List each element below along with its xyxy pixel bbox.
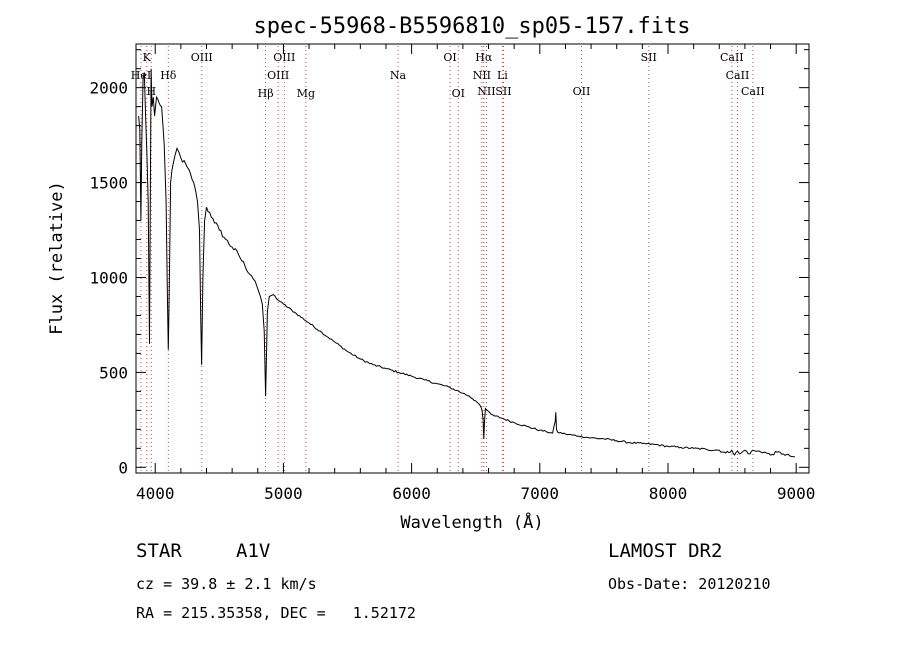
axis-ticks: 4000 5000 6000 7000 8000 9000 0 500 1000 1500 2000: [89, 44, 815, 503]
survey-name: LAMOST DR2: [608, 540, 723, 562]
line-label-hβ: Hβ: [258, 87, 274, 100]
line-label-nii: NII: [477, 85, 495, 98]
redshift-velocity: cz = 39.8 ± 2.1 km/s: [136, 575, 317, 593]
y-tick-label: 2000: [89, 79, 128, 98]
x-axis-label: Wavelength (Å): [400, 511, 543, 533]
y-tick-label: 1500: [89, 174, 128, 193]
coordinates: RA = 215.35358, DEC = 1.52172: [136, 604, 416, 622]
object-class: STAR: [136, 540, 182, 562]
line-label-mg: Mg: [297, 87, 315, 100]
line-label-caii: CaII: [726, 69, 750, 82]
spectral-subclass: A1V: [236, 540, 271, 562]
line-label-oiii: OIII: [191, 51, 213, 64]
line-label-na: Na: [390, 69, 407, 82]
line-label-sii: SII: [641, 51, 657, 64]
line-label-hδ: Hδ: [160, 69, 177, 82]
y-axis-label: Flux (relative): [47, 181, 67, 335]
x-tick-label: 6000: [392, 484, 431, 503]
x-tick-label: 4000: [136, 484, 175, 503]
line-label-oiii: OIII: [267, 69, 289, 82]
x-tick-label: 7000: [521, 484, 560, 503]
x-tick-label: 5000: [264, 484, 303, 503]
observation-date: Obs-Date: 20120210: [608, 575, 771, 593]
flux-series-line: [138, 68, 795, 458]
line-label-oi: OI: [452, 87, 465, 100]
x-tick-label: 9000: [777, 484, 816, 503]
line-label-li: Li: [497, 69, 508, 82]
line-label-hα: Hα: [475, 51, 493, 64]
line-label-k: K: [143, 51, 152, 64]
line-label-oiii: OIII: [273, 51, 295, 64]
line-label-caii: CaII: [720, 51, 744, 64]
line-label-caii: CaII: [741, 85, 765, 98]
line-label-nii: NII: [473, 69, 491, 82]
line-label-sii: SII: [495, 85, 511, 98]
chart-title: spec-55968-B5596810_sp05-157.fits: [253, 14, 690, 39]
plot-frame: [135, 43, 810, 474]
line-label-hei: HeI: [131, 69, 151, 82]
x-tick-label: 8000: [649, 484, 688, 503]
line-label-oi: OI: [443, 51, 456, 64]
y-tick-label: 0: [118, 458, 128, 477]
y-tick-label: 1000: [89, 268, 128, 287]
y-tick-label: 500: [99, 363, 128, 382]
line-label-oii: OII: [573, 85, 591, 98]
